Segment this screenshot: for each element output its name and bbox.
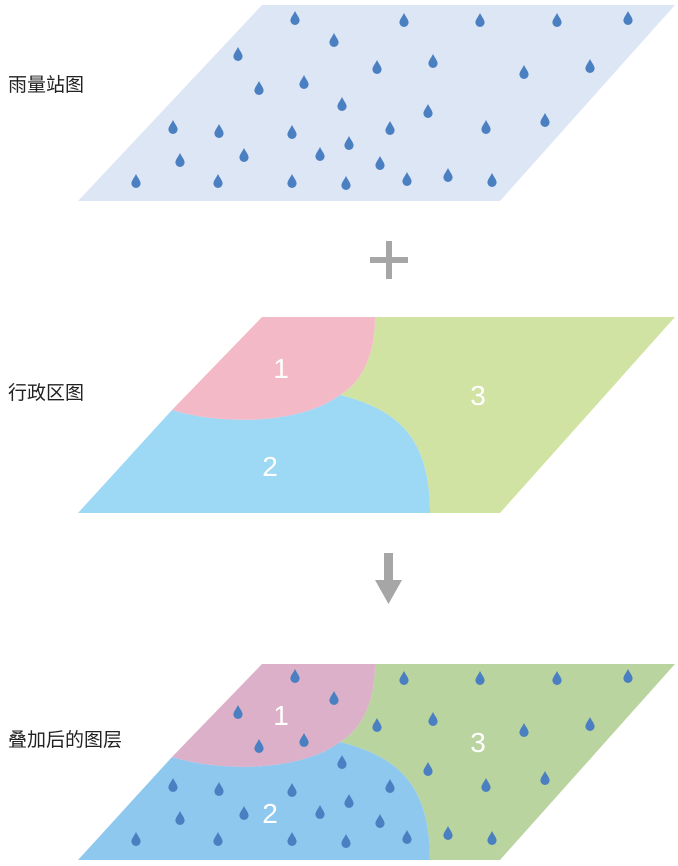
admin-region-3	[340, 317, 675, 513]
rain-layer-label: 雨量站图	[8, 74, 85, 96]
admin-region-3-label: 3	[470, 380, 486, 411]
rain-plane	[78, 5, 675, 201]
overlay-region-3-label: 3	[470, 727, 486, 758]
plus-icon	[370, 241, 408, 279]
admin-layer-label: 行政区图	[8, 382, 85, 404]
overlay-region-1	[172, 664, 375, 767]
admin-region-1-label: 1	[273, 353, 289, 384]
arrow-down-icon	[375, 553, 402, 604]
rain-station-layer	[78, 5, 675, 201]
overlay-layer-label: 叠加后的图层	[8, 729, 123, 751]
overlay-region-3	[340, 664, 675, 860]
admin-region-2-label: 2	[262, 451, 278, 482]
overlay-region-1-label: 1	[273, 700, 289, 731]
admin-region-1	[172, 317, 375, 420]
overlay-layer: 1 2 3	[78, 664, 675, 860]
admin-region-2	[78, 395, 430, 513]
overlay-region-2-label: 2	[262, 798, 278, 829]
overlay-region-2	[78, 742, 430, 860]
admin-region-layer: 1 2 3	[78, 317, 675, 513]
